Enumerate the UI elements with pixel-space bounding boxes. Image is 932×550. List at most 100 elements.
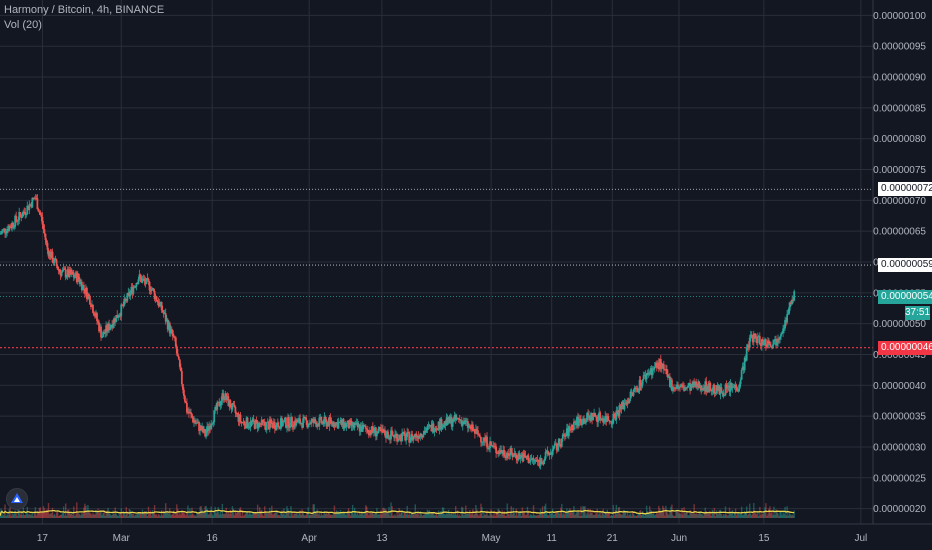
- candle-body: [575, 422, 577, 425]
- candle-body: [666, 374, 669, 378]
- volume-bar: [82, 513, 84, 518]
- candle-body: [173, 337, 176, 339]
- candle-body: [341, 418, 344, 426]
- candle-body: [80, 281, 83, 291]
- volume-bar: [69, 512, 71, 518]
- volume-bar: [651, 510, 653, 518]
- candle-body: [608, 420, 611, 422]
- candle-body: [366, 429, 369, 433]
- volume-bar: [632, 513, 635, 518]
- candle-body: [302, 418, 305, 428]
- volume-bar: [336, 511, 339, 518]
- candle-body: [661, 363, 664, 365]
- candle-body: [564, 434, 567, 437]
- candle-body: [347, 420, 350, 429]
- volume-bar: [59, 514, 62, 518]
- candle-body: [736, 390, 739, 392]
- volume-bar: [692, 513, 694, 518]
- volume-bar: [388, 507, 390, 518]
- candle-body: [633, 387, 636, 390]
- chart-header: Harmony / Bitcoin, 4h, BINANCE Vol (20): [4, 3, 164, 33]
- volume-bar: [93, 514, 95, 518]
- candle-body: [542, 460, 545, 465]
- volume-bar: [404, 512, 406, 518]
- volume-bar: [585, 515, 587, 518]
- volume-bar: [752, 513, 754, 518]
- volume-bar: [322, 514, 325, 518]
- candle-body: [116, 315, 119, 318]
- volume-bar: [611, 515, 614, 518]
- candle-body: [627, 401, 630, 403]
- volume-bar: [257, 513, 260, 518]
- volume-bar: [122, 511, 124, 518]
- volume-bar: [203, 510, 205, 518]
- volume-bar: [208, 514, 210, 518]
- volume-bar: [162, 510, 165, 518]
- volume-bar: [781, 515, 783, 518]
- candle-body: [495, 446, 498, 453]
- volume-bar: [635, 515, 638, 518]
- candle-body: [249, 421, 252, 427]
- candle-body: [265, 422, 268, 430]
- volume-bar: [390, 502, 392, 518]
- volume-bar: [628, 514, 631, 518]
- volume-bar: [519, 510, 522, 518]
- candle-body: [439, 419, 442, 430]
- volume-bar: [718, 510, 721, 518]
- volume-bar: [791, 514, 793, 518]
- candle-body: [673, 387, 675, 389]
- candle-body: [371, 426, 374, 432]
- volume-bar: [634, 515, 637, 518]
- candle-body: [170, 328, 173, 331]
- volume-bar: [633, 515, 636, 518]
- volume-bar: [266, 513, 268, 518]
- candle-body: [119, 315, 122, 317]
- volume-bar: [123, 513, 125, 518]
- volume-bar: [405, 514, 407, 518]
- candle-body: [555, 443, 558, 451]
- candle-body: [282, 422, 284, 427]
- candle-body: [613, 413, 616, 415]
- volume-bar: [58, 515, 61, 518]
- volume-bar: [298, 512, 300, 518]
- volume-bar: [508, 514, 510, 518]
- volume-bar: [184, 513, 186, 518]
- time-axis-panel[interactable]: [0, 524, 932, 550]
- candle-body: [743, 357, 746, 371]
- volume-bar: [779, 510, 781, 518]
- price-tick-label: 0.00000095: [873, 42, 926, 53]
- candle-body: [498, 450, 501, 454]
- volume-bar: [319, 515, 322, 518]
- candle-body: [236, 413, 239, 415]
- volume-bar: [177, 508, 179, 518]
- volume-bar: [311, 514, 313, 518]
- candle-body: [540, 458, 543, 463]
- volume-bar: [590, 512, 592, 518]
- volume-bar: [35, 515, 38, 518]
- candle-body: [643, 374, 646, 376]
- candle-body: [531, 457, 534, 459]
- volume-bar: [666, 509, 668, 518]
- candle-body: [8, 226, 10, 231]
- volume-bar: [579, 515, 581, 518]
- candle-body: [717, 385, 720, 391]
- volume-bar: [630, 515, 633, 518]
- volume-bar: [530, 514, 533, 518]
- candle-body: [107, 323, 110, 332]
- candle-body: [138, 274, 141, 280]
- volume-bar: [159, 515, 162, 518]
- candle-body: [272, 422, 275, 428]
- volume-bar: [732, 515, 735, 518]
- volume-bar: [699, 512, 701, 518]
- volume-bar: [324, 513, 327, 518]
- time-tick-label: 16: [207, 533, 219, 544]
- candle-body: [134, 286, 137, 288]
- tradingview-logo[interactable]: [6, 488, 28, 510]
- candle-body: [25, 214, 28, 216]
- candle-body: [113, 318, 116, 324]
- candle-body: [779, 336, 781, 339]
- candle-body: [190, 412, 192, 415]
- candle-body: [286, 426, 288, 428]
- volume-bar: [119, 512, 121, 518]
